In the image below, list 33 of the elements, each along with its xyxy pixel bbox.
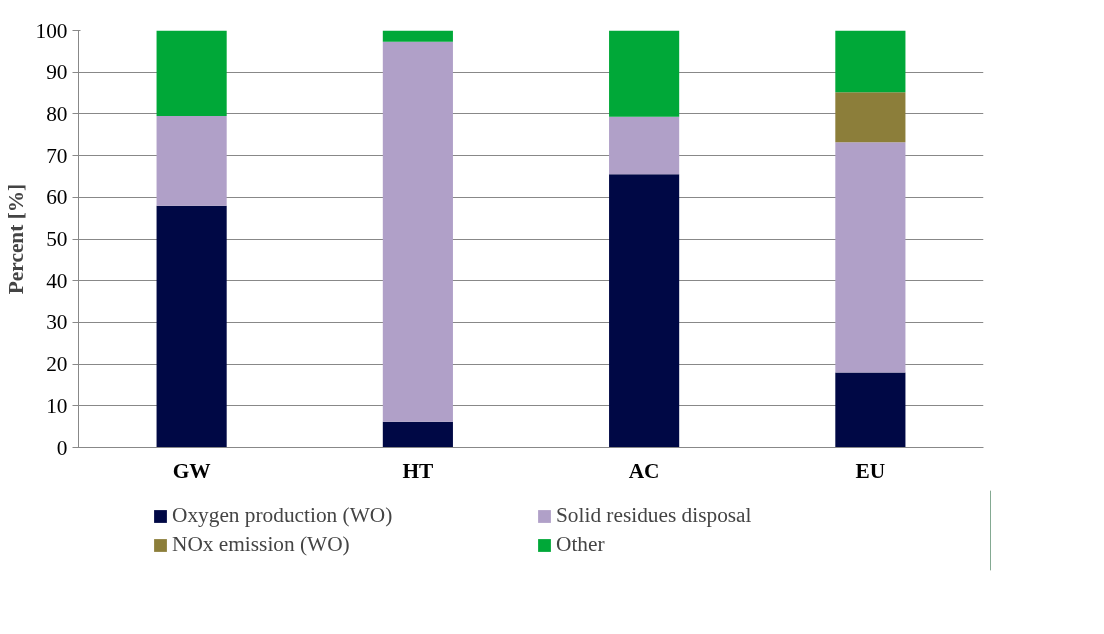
bar bbox=[156, 30, 227, 116]
y-tick-label: 80 bbox=[46, 101, 68, 126]
y-tick-label: 20 bbox=[46, 352, 68, 377]
x-tick-label: EU bbox=[855, 458, 886, 483]
legend-label: Other bbox=[556, 532, 606, 557]
legend-label: Oxygen production (WO) bbox=[172, 503, 394, 528]
x-tick-label: AC bbox=[628, 458, 660, 483]
y-tick-label: 90 bbox=[46, 60, 68, 85]
bar bbox=[835, 92, 906, 143]
bar bbox=[609, 174, 680, 448]
bar bbox=[382, 41, 453, 422]
y-axis-title: Percent [%] bbox=[3, 183, 28, 295]
y-tick-label: 30 bbox=[46, 310, 68, 335]
bar bbox=[835, 30, 906, 93]
y-tick-label: 40 bbox=[46, 268, 68, 293]
bar bbox=[835, 142, 906, 373]
bar bbox=[835, 372, 906, 448]
x-tick-label: HT bbox=[402, 458, 434, 483]
bar bbox=[382, 30, 453, 42]
legend-label: Solid residues disposal bbox=[556, 503, 753, 528]
bar bbox=[609, 30, 680, 117]
y-tick-label: 70 bbox=[46, 143, 68, 168]
x-tick-label: GW bbox=[172, 458, 211, 483]
bar bbox=[609, 116, 680, 175]
y-tick-label: 10 bbox=[46, 393, 68, 418]
bar bbox=[382, 421, 453, 448]
y-tick-label: 100 bbox=[35, 18, 68, 43]
legend-label: NOx emission (WO) bbox=[172, 532, 351, 557]
bar bbox=[156, 115, 227, 206]
y-tick-label: 50 bbox=[46, 227, 68, 251]
y-tick-label: 60 bbox=[46, 185, 68, 210]
y-tick-label: 0 bbox=[56, 435, 68, 460]
bar bbox=[156, 205, 227, 448]
